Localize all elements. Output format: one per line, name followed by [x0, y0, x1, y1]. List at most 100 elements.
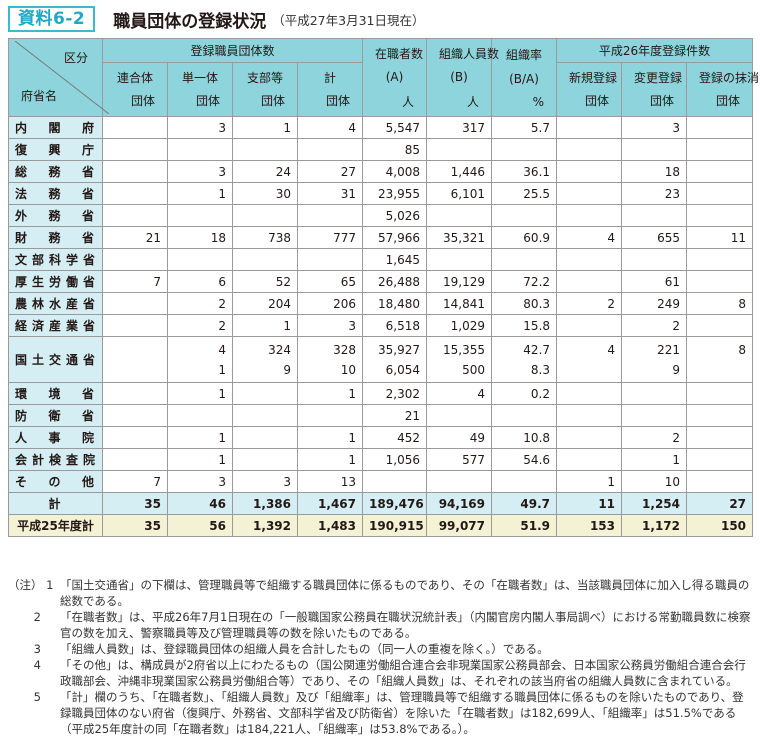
- cell-value: [686, 138, 754, 161]
- cell-value: 1: [621, 448, 688, 471]
- cell-value: [686, 116, 754, 139]
- cell-value: [102, 314, 168, 337]
- cell-value: [556, 182, 623, 205]
- cell-value: 23: [621, 182, 688, 205]
- cell-value: 1: [232, 116, 298, 139]
- cell-value: 11: [556, 492, 623, 515]
- header-incumbents: 在職者数 (A) 人: [362, 38, 428, 117]
- table-row: 国土交通省 4 1 324 9 328 10 35,927 6,054 15,355 500 42.…: [8, 336, 754, 383]
- cell-value: 6,101: [426, 182, 493, 205]
- table-row: 環境省 1 1 2,302 4 0.2: [8, 382, 754, 405]
- cell-value: [686, 448, 754, 471]
- cell-value: [556, 314, 623, 337]
- document-badge: 資料6-2: [8, 6, 96, 32]
- cell-value: 206: [296, 292, 364, 315]
- ministry-name: 外務省: [8, 204, 103, 227]
- cell-value: [102, 382, 168, 405]
- footnote: 3 「組織人員数」は、登録職員団体の組織人員を合計したもの（同一人の重複を除く。）…: [8, 642, 549, 656]
- cell-value: 42.7 8.3: [491, 336, 558, 383]
- ministry-name: 経済産業省: [8, 314, 103, 337]
- cell-value: 56: [167, 514, 233, 537]
- cell-value: 24: [232, 160, 298, 183]
- cell-value: 51.9: [491, 514, 558, 537]
- cell-value: [167, 204, 233, 227]
- cell-value: [621, 248, 688, 271]
- cell-value: 8: [686, 292, 754, 315]
- cell-value: 49.7: [491, 492, 558, 515]
- cell-value: 1,392: [232, 514, 298, 537]
- cell-value: 1,386: [232, 492, 298, 515]
- cell-value: 1,446: [426, 160, 493, 183]
- cell-value: 30: [232, 182, 298, 205]
- cell-value: [102, 448, 168, 471]
- corner-header: 区分 府省名: [8, 38, 109, 117]
- cell-value: [426, 404, 493, 427]
- cell-value: 1: [167, 182, 233, 205]
- footnote: （注） 1 「国土交通省」の下欄は、管理職員等で組織する職員団体に係るものであり、…: [8, 578, 750, 608]
- ministry-name: 人事院: [8, 426, 103, 449]
- table-row: 農林水産省 2 204 206 18,480 14,841 80.3 2 249 8: [8, 292, 754, 315]
- cell-value: [102, 426, 168, 449]
- cell-value: 2,302: [362, 382, 428, 405]
- cell-value: 577: [426, 448, 493, 471]
- cell-value: [232, 448, 298, 471]
- cell-value: 1,029: [426, 314, 493, 337]
- cell-value: 5.7: [491, 116, 558, 139]
- cell-value: [491, 404, 558, 427]
- cell-value: [686, 182, 754, 205]
- ministry-name: 厚生労働省: [8, 270, 103, 293]
- cell-value: [556, 448, 623, 471]
- cell-value: 4: [556, 336, 623, 383]
- header-cancel: 登録の抹消 団体: [686, 61, 759, 117]
- cell-value: 7: [102, 270, 168, 293]
- header-change: 変更登録 団体: [621, 61, 688, 117]
- cell-value: [232, 404, 298, 427]
- ministry-name: 農林水産省: [8, 292, 103, 315]
- table-row: 総務省 3 24 27 4,008 1,446 36.1 18: [8, 160, 754, 183]
- table-row: 平成25年度計 35 56 1,392 1,483 190,915 99,077 51.9 15…: [8, 514, 754, 537]
- cell-value: [232, 382, 298, 405]
- cell-value: 452: [362, 426, 428, 449]
- cell-value: 6: [167, 270, 233, 293]
- table-row: 法務省 1 30 31 23,955 6,101 25.5 23: [8, 182, 754, 205]
- cell-value: 80.3: [491, 292, 558, 315]
- diagonal-line: [15, 41, 109, 114]
- title-bar: 資料6-2 職員団体の登録状況 （平成27年3月31日現在）: [8, 6, 424, 32]
- cell-value: [491, 138, 558, 161]
- cell-value: 3: [167, 470, 233, 493]
- cell-value: [167, 138, 233, 161]
- cell-value: 5,026: [362, 204, 428, 227]
- ministry-name: 内閣府: [8, 116, 103, 139]
- cell-value: 27: [686, 492, 754, 515]
- cell-value: 1: [167, 382, 233, 405]
- registration-table: 区分 府省名 登録職員団体数 在職者数 (A) 人 組織人員数 (B) 人: [8, 38, 759, 537]
- cell-value: 2: [621, 314, 688, 337]
- cell-value: [426, 204, 493, 227]
- cell-value: 15,355 500: [426, 336, 493, 383]
- cell-value: 1: [167, 426, 233, 449]
- cell-value: 21: [362, 404, 428, 427]
- cell-value: [296, 138, 364, 161]
- cell-value: [556, 160, 623, 183]
- cell-value: [232, 426, 298, 449]
- cell-value: 23,955: [362, 182, 428, 205]
- cell-value: 1,172: [621, 514, 688, 537]
- cell-value: [556, 404, 623, 427]
- cell-value: 60.9: [491, 226, 558, 249]
- cell-value: 94,169: [426, 492, 493, 515]
- table-row: 人事院 1 1 452 49 10.8 2: [8, 426, 754, 449]
- cell-value: [167, 248, 233, 271]
- header-rate: 組織率 (B/A) %: [491, 38, 558, 117]
- cell-value: 189,476: [362, 492, 428, 515]
- cell-value: 31: [296, 182, 364, 205]
- cell-value: 324 9: [232, 336, 298, 383]
- cell-value: [491, 470, 558, 493]
- cell-value: 57,966: [362, 226, 428, 249]
- cell-value: 11: [686, 226, 754, 249]
- cell-value: [621, 204, 688, 227]
- cell-value: [686, 314, 754, 337]
- table-row: その他 7 3 3 13 1 10: [8, 470, 754, 493]
- cell-value: [102, 292, 168, 315]
- footnote: 4 「その他」は、構成員が2府省以上にわたるもの（国公関連労働組合連合会非現業国家…: [8, 658, 746, 688]
- cell-value: 6,518: [362, 314, 428, 337]
